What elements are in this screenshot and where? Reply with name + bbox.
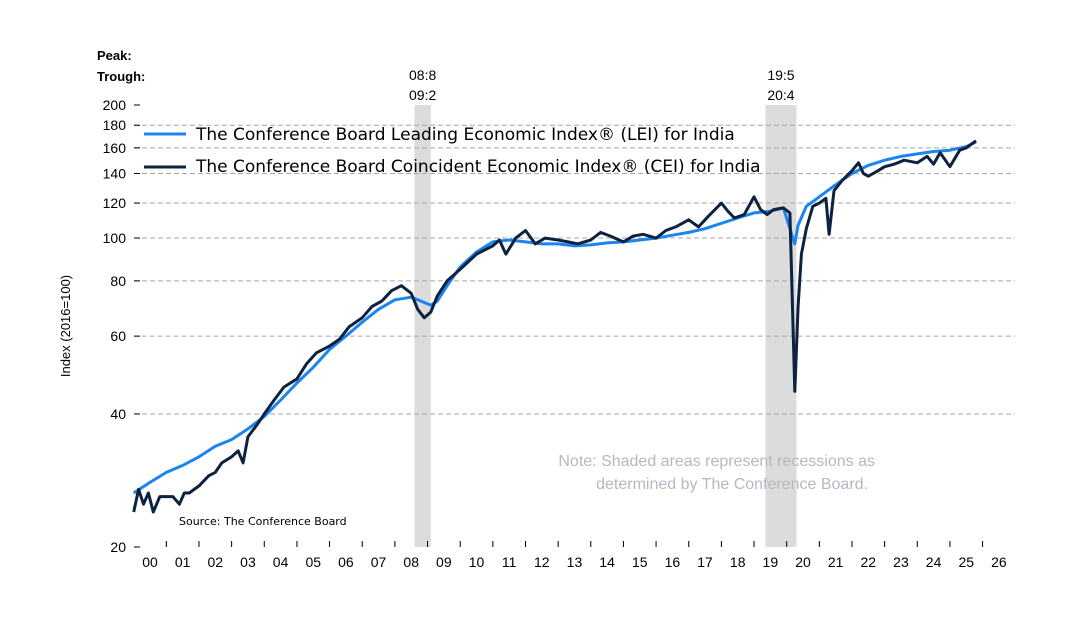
y-tick-label: 60	[110, 328, 126, 344]
x-tick-label: 16	[665, 554, 681, 570]
x-tick-label: 15	[632, 554, 648, 570]
y-axis-title: Index (2016=100)	[58, 275, 73, 377]
recession-peak-label: 19:5	[767, 67, 794, 83]
recession-bands: 08:8 09:2 19:5 20:4	[409, 67, 797, 547]
x-tick-label: 06	[338, 554, 354, 570]
legend-label-lei: The Conference Board Leading Economic In…	[195, 125, 735, 145]
x-tick-label: 11	[502, 554, 517, 570]
x-axis: 00 01 02 03 04 05 06 07 08 09 10 11 12 13 14 15 16 17 18 19…	[142, 541, 1007, 570]
trough-label: Trough:	[97, 69, 145, 84]
x-tick-label: 14	[599, 554, 615, 570]
x-tick-label: 00	[142, 554, 158, 570]
y-tick-label: 20	[110, 539, 126, 555]
y-tick-label: 180	[103, 117, 127, 133]
legend-label-cei: The Conference Board Coincident Economic…	[195, 157, 761, 177]
source-note: Source: The Conference Board	[179, 515, 347, 528]
recession-trough-label: 09:2	[409, 87, 436, 103]
x-tick-label: 02	[208, 554, 224, 570]
x-tick-label: 10	[469, 554, 485, 570]
recession-trough-label: 20:4	[767, 87, 794, 103]
x-tick-label: 24	[926, 554, 942, 570]
recession-band	[414, 105, 431, 547]
series-lines	[132, 139, 977, 514]
recession-band	[765, 105, 797, 547]
x-tick-label: 25	[958, 554, 974, 570]
x-tick-label: 18	[730, 554, 746, 570]
note-line-1: Note: Shaded areas represent recessions …	[558, 453, 875, 470]
x-tick-label: 19	[763, 554, 779, 570]
series-line-cei	[132, 139, 977, 514]
y-tick-label: 160	[103, 140, 127, 156]
y-tick-label: 80	[110, 273, 126, 289]
x-tick-label: 23	[893, 554, 909, 570]
x-tick-label: 26	[991, 554, 1007, 570]
series-line-lei	[132, 140, 977, 495]
y-tick-label: 140	[103, 165, 127, 181]
x-tick-label: 21	[828, 554, 844, 570]
x-tick-label: 22	[861, 554, 877, 570]
x-tick-label: 13	[567, 554, 583, 570]
x-tick-label: 09	[436, 554, 452, 570]
x-tick-label: 04	[273, 554, 289, 570]
y-tick-label: 120	[103, 195, 127, 211]
x-tick-label: 20	[795, 554, 811, 570]
x-tick-label: 07	[371, 554, 387, 570]
x-tick-label: 05	[305, 554, 321, 570]
x-tick-label: 01	[175, 554, 191, 570]
gridlines	[134, 124, 1015, 415]
legend: The Conference Board Leading Economic In…	[144, 125, 761, 177]
y-tick-label: 100	[103, 230, 127, 246]
note-line-2: determined by The Conference Board.	[596, 476, 868, 493]
x-tick-label: 17	[697, 554, 713, 570]
y-tick-label: 40	[110, 406, 126, 422]
x-tick-label: 08	[403, 554, 419, 570]
recession-peak-label: 08:8	[409, 67, 436, 83]
x-tick-label: 03	[240, 554, 256, 570]
peak-label: Peak:	[97, 48, 132, 63]
y-axis: 20 40 60 80 100 120 140 160 180 200	[103, 97, 140, 555]
x-tick-label: 12	[534, 554, 550, 570]
y-tick-label: 200	[103, 97, 127, 113]
